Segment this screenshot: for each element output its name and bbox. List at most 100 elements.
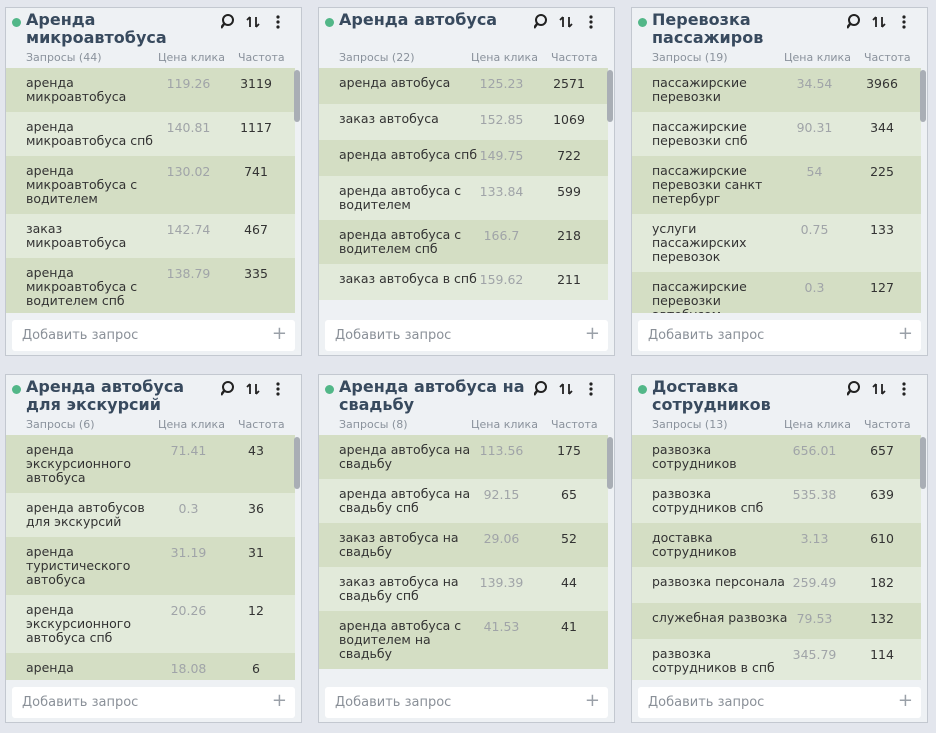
card-actions[interactable] xyxy=(533,13,604,35)
query-row[interactable]: услуги пассажирских перевозок 0.75 133 xyxy=(632,214,921,272)
query-row[interactable]: аренда микроавтобуса 119.26 3119 xyxy=(6,68,295,112)
column-header[interactable]: Запросы (22) xyxy=(339,51,415,64)
column-header[interactable]: Цена клика xyxy=(158,418,225,431)
column-header[interactable]: Цена клика xyxy=(471,418,538,431)
frequency: 3966 xyxy=(866,76,898,91)
add-query-input[interactable]: Добавить запрос + xyxy=(325,687,608,718)
frequency: 722 xyxy=(557,148,581,163)
query-row[interactable]: заказ автобуса на свадьбу 29.06 52 xyxy=(319,523,608,567)
query-list: аренда автобуса 125.23 2571 заказ автобуса 1… xyxy=(319,68,608,313)
query-row[interactable]: заказ автобуса 152.85 1069 xyxy=(319,104,608,140)
column-header[interactable]: Цена клика xyxy=(784,418,851,431)
scrollbar[interactable] xyxy=(607,437,613,489)
query-text: пассажирские перевозки санкт петербург xyxy=(652,163,763,206)
click-price: 71.41 xyxy=(170,443,207,458)
click-price: 90.31 xyxy=(796,120,833,135)
status-dot xyxy=(325,385,334,394)
column-header[interactable]: Запросы (6) xyxy=(26,418,95,431)
column-header[interactable]: Запросы (19) xyxy=(652,51,728,64)
add-button[interactable]: + xyxy=(271,690,287,711)
click-price: 125.23 xyxy=(479,76,524,91)
query-row[interactable]: развозка сотрудников спб 535.38 639 xyxy=(632,479,921,523)
input-placeholder: Добавить запрос xyxy=(22,328,139,343)
column-header[interactable]: Цена клика xyxy=(471,51,538,64)
frequency: 639 xyxy=(870,487,894,502)
add-query-input[interactable]: Добавить запрос + xyxy=(12,687,295,718)
query-row[interactable]: аренда автобуса на свадьбу 113.56 175 xyxy=(319,435,608,479)
query-row[interactable]: развозка персонала 259.49 182 xyxy=(632,567,921,603)
query-row[interactable]: служебная развозка 79.53 132 xyxy=(632,603,921,639)
query-row[interactable]: заказ автобуса в спб 159.62 211 xyxy=(319,264,608,300)
column-header[interactable]: Частота xyxy=(864,418,911,431)
column-header[interactable]: Частота xyxy=(551,418,598,431)
column-header[interactable]: Частота xyxy=(238,51,285,64)
column-header[interactable]: Цена клика xyxy=(784,51,851,64)
click-price: 20.26 xyxy=(170,603,207,618)
add-button[interactable]: + xyxy=(271,323,287,344)
query-row[interactable]: аренда микроавтобуса спб 140.81 1117 xyxy=(6,112,295,156)
card-actions[interactable] xyxy=(846,13,917,35)
query-text: развозка сотрудников в спб xyxy=(652,646,775,675)
frequency: 44 xyxy=(561,575,577,590)
query-text: аренда экскурсионного автобуса спб xyxy=(26,602,132,645)
card-actions[interactable] xyxy=(846,380,917,402)
query-row[interactable]: аренда экскурсионного автобуса спб 20.26 1… xyxy=(6,595,295,653)
scrollbar[interactable] xyxy=(294,70,300,122)
card-header: Аренда автобуса Запросы (22) Цена клика Час… xyxy=(319,8,614,68)
query-text: заказ микроавтобуса xyxy=(26,221,127,250)
query-text: заказ автобуса xyxy=(339,111,439,126)
query-row[interactable]: аренда экскурсионного автобуса 71.41 43 xyxy=(6,435,295,493)
add-query-input[interactable]: Добавить запрос + xyxy=(638,320,921,351)
frequency: 211 xyxy=(557,272,581,287)
column-header[interactable]: Запросы (13) xyxy=(652,418,728,431)
column-header[interactable]: Частота xyxy=(551,51,598,64)
query-row[interactable]: аренда автобуса с водителем на свадьбу 41… xyxy=(319,611,608,669)
query-row[interactable]: аренда автобуса с водителем 133.84 599 xyxy=(319,176,608,220)
column-header[interactable]: Запросы (8) xyxy=(339,418,408,431)
query-row[interactable]: аренда автобуса спб 149.75 722 xyxy=(319,140,608,176)
query-row[interactable]: пассажирские перевозки 34.54 3966 xyxy=(632,68,921,112)
query-text: аренда автобуса на свадьбу спб xyxy=(339,486,471,515)
query-text: аренда автобуса с водителем спб xyxy=(339,227,462,256)
add-button[interactable]: + xyxy=(897,323,913,344)
query-row[interactable]: развозка сотрудников в спб 345.79 114 xyxy=(632,639,921,680)
query-row[interactable]: развозка сотрудников 656.01 657 xyxy=(632,435,921,479)
query-row[interactable]: аренда автобуса с водителем спб 166.7 218 xyxy=(319,220,608,264)
scrollbar[interactable] xyxy=(294,437,300,489)
column-header[interactable]: Частота xyxy=(864,51,911,64)
click-price: 138.79 xyxy=(166,266,211,281)
add-button[interactable]: + xyxy=(584,690,600,711)
query-row[interactable]: аренда микроавтобуса с водителем спб 138.… xyxy=(6,258,295,313)
frequency: 52 xyxy=(561,531,577,546)
card-actions[interactable] xyxy=(220,380,291,402)
frequency: 114 xyxy=(870,647,894,662)
card-actions[interactable] xyxy=(220,13,291,35)
query-row[interactable]: аренда автобуса на свадьбу спб 92.15 65 xyxy=(319,479,608,523)
click-price: 152.85 xyxy=(479,112,524,127)
input-placeholder: Добавить запрос xyxy=(648,695,765,710)
scrollbar[interactable] xyxy=(920,437,926,489)
add-button[interactable]: + xyxy=(897,690,913,711)
query-row[interactable]: аренда автобуса 125.23 2571 xyxy=(319,68,608,104)
scrollbar[interactable] xyxy=(920,70,926,122)
column-header[interactable]: Цена клика xyxy=(158,51,225,64)
query-row[interactable]: доставка сотрудников 3.13 610 xyxy=(632,523,921,567)
query-row[interactable]: аренда туристического автобуса 31.19 31 xyxy=(6,537,295,595)
query-row[interactable]: пассажирские перевозки автобусом 0.3 127 xyxy=(632,272,921,313)
query-text: пассажирские перевозки автобусом xyxy=(652,279,747,314)
card-actions[interactable] xyxy=(533,380,604,402)
query-row[interactable]: заказ автобуса на свадьбу спб 139.39 44 xyxy=(319,567,608,611)
scrollbar[interactable] xyxy=(607,70,613,122)
add-button[interactable]: + xyxy=(584,323,600,344)
column-header[interactable]: Запросы (44) xyxy=(26,51,102,64)
query-row[interactable]: пассажирские перевозки санкт петербург 54… xyxy=(632,156,921,214)
query-row[interactable]: заказ микроавтобуса 142.74 467 xyxy=(6,214,295,258)
column-header[interactable]: Частота xyxy=(238,418,285,431)
query-row[interactable]: пассажирские перевозки спб 90.31 344 xyxy=(632,112,921,156)
add-query-input[interactable]: Добавить запрос + xyxy=(638,687,921,718)
add-query-input[interactable]: Добавить запрос + xyxy=(12,320,295,351)
query-row[interactable]: аренда микроавтобуса с водителем 130.02 74… xyxy=(6,156,295,214)
query-row[interactable]: аренда автобусов для экскурсий 0.3 36 xyxy=(6,493,295,537)
add-query-input[interactable]: Добавить запрос + xyxy=(325,320,608,351)
query-row[interactable]: аренда 18.08 6 xyxy=(6,653,295,680)
